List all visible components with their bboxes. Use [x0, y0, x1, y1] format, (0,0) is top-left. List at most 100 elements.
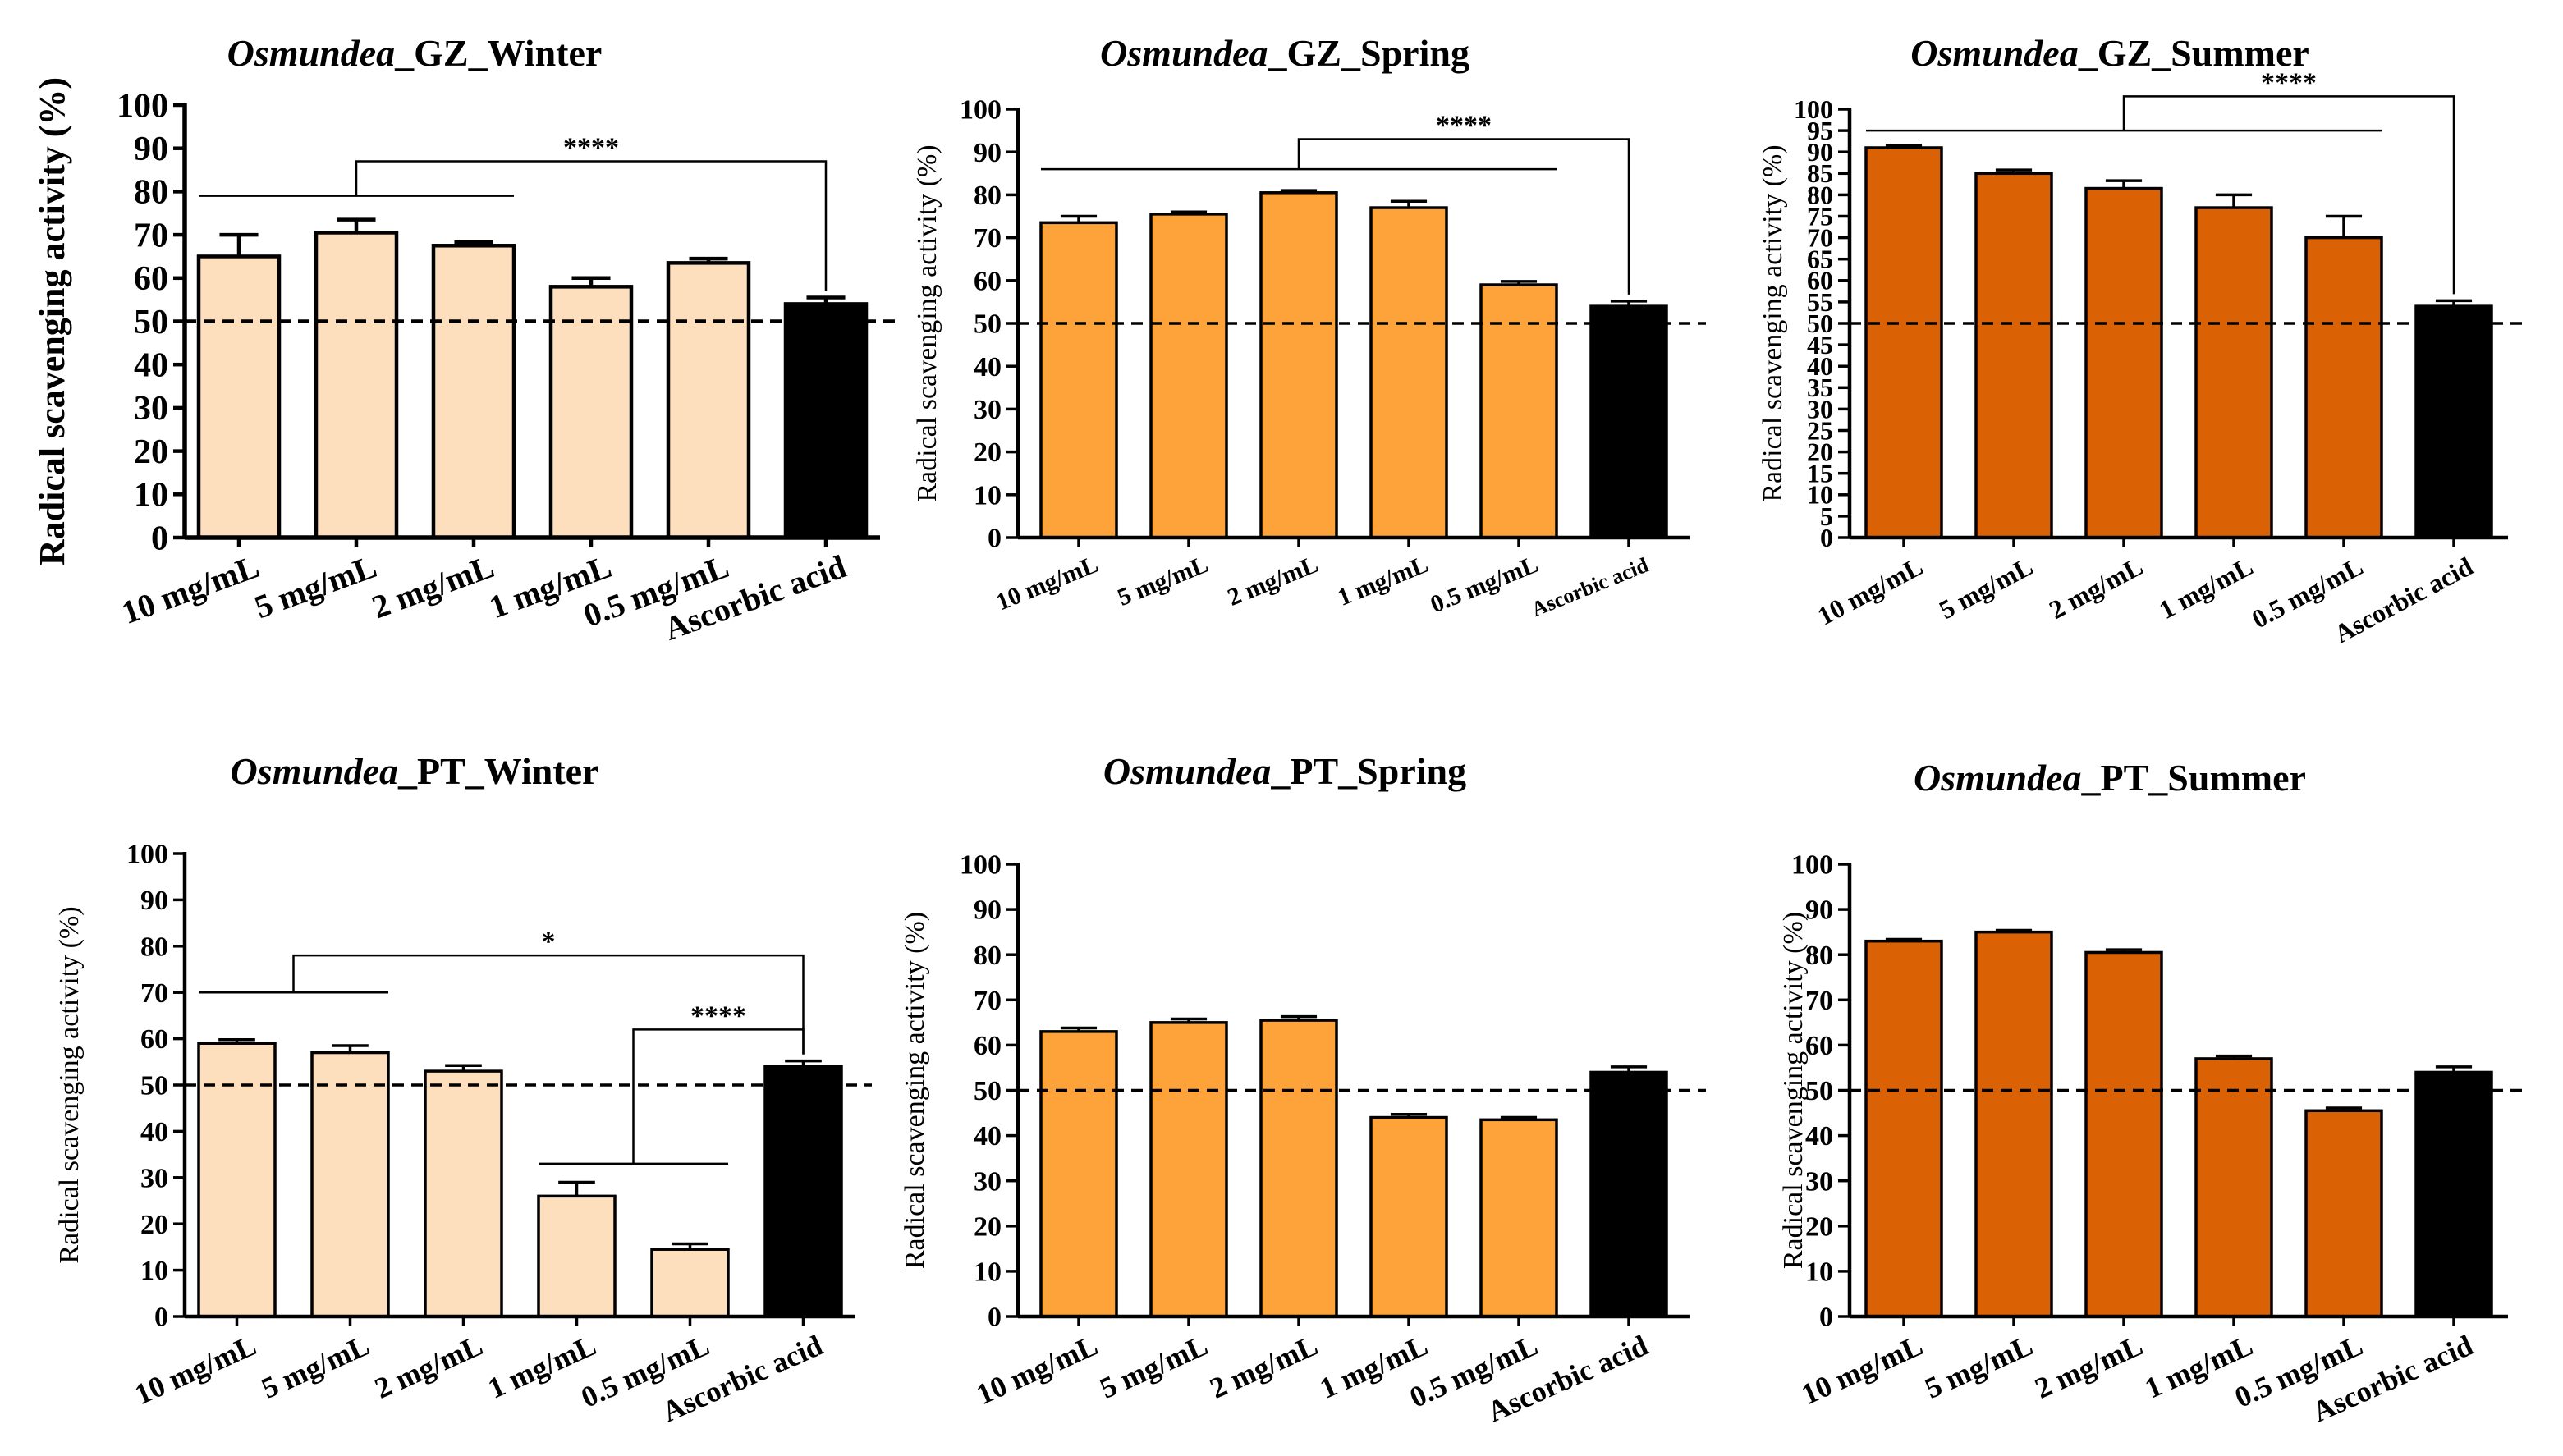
y-axis-label: Radical scavenging activity (%)	[32, 77, 72, 565]
bar-0	[196, 254, 282, 540]
y-tick-label: 0	[154, 1303, 168, 1333]
chart-title-rest: _PT_Spring	[1270, 750, 1466, 792]
y-tick-label: 40	[140, 1117, 168, 1147]
x-tick-label: 5 mg/mL	[250, 547, 382, 625]
bar-5	[1589, 1070, 1668, 1318]
y-tick-label: 50	[1805, 1076, 1833, 1106]
x-tick-label: 5 mg/mL	[1920, 1329, 2038, 1405]
sig-bracket-1	[632, 1028, 805, 1164]
y-tick-label: 50	[1807, 309, 1833, 338]
bar-0	[1039, 221, 1118, 539]
y-tick-label: 35	[1807, 373, 1833, 402]
y-tick-label: 100	[960, 95, 1002, 126]
chart-title: Osmundea_PT_Winter	[231, 750, 599, 792]
x-tick-label: 10 mg/mL	[971, 1329, 1103, 1411]
y-tick-label: 20	[974, 437, 1002, 468]
sig-label-1: ****	[690, 1000, 746, 1031]
chart-title-rest: _GZ_Spring	[1268, 32, 1469, 74]
bar-2	[2084, 950, 2163, 1318]
y-tick-label: 90	[134, 130, 168, 168]
chart-panel-gz-winter: Osmundea_GZ_Winter Radical scavenging act…	[32, 32, 896, 648]
y-tick-label: 40	[1805, 1121, 1833, 1152]
bar-2	[2084, 186, 2163, 539]
y-axis-label: Radical scavenging activity (%)	[900, 912, 930, 1269]
bar-4	[666, 261, 751, 540]
bar-1	[1974, 930, 2053, 1318]
chart-title-rest: _PT_Winter	[397, 750, 598, 792]
bar-3	[2194, 1057, 2273, 1318]
y-tick-label: 20	[134, 433, 168, 471]
y-tick-label: 0	[988, 524, 1002, 554]
chart-title-rest: _GZ_Summer	[2078, 32, 2309, 74]
y-tick-label: 20	[140, 1210, 168, 1240]
y-tick-label: 100	[117, 87, 168, 125]
chart-panel-pt-winter: Osmundea_PT_Winter Radical scavenging act…	[54, 750, 872, 1428]
chart-title: Osmundea_GZ_Summer	[1910, 32, 2309, 74]
y-tick-label: 50	[974, 309, 1002, 340]
x-tick-label: 2 mg/mL	[370, 1329, 488, 1405]
y-tick-label: 10	[1805, 1257, 1833, 1287]
y-axis-label: Radical scavenging activity (%)	[1778, 912, 1809, 1269]
bar-2	[1259, 1019, 1338, 1318]
y-tick-label: 70	[974, 986, 1002, 1016]
y-tick-label: 85	[1807, 158, 1833, 188]
chart-title: Osmundea_PT_Summer	[1914, 757, 2306, 799]
y-tick-label: 5	[1820, 501, 1833, 531]
y-tick-label: 100	[126, 840, 168, 870]
y-tick-label: 80	[140, 932, 168, 962]
y-tick-label: 50	[140, 1071, 168, 1101]
bar-3	[1369, 206, 1448, 539]
chart-title-rest: _GZ_Winter	[394, 32, 602, 74]
chart-title-italic: Osmundea	[1103, 750, 1271, 792]
y-tick-label: 20	[1805, 1211, 1833, 1242]
y-tick-label: 40	[1807, 351, 1833, 381]
y-tick-label: 100	[1791, 850, 1833, 881]
y-tick-label: 30	[1807, 394, 1833, 424]
y-tick-label: 40	[974, 1121, 1002, 1152]
y-tick-label: 20	[974, 1211, 1002, 1242]
y-tick-label: 20	[1807, 437, 1833, 466]
y-tick-label: 65	[1807, 245, 1833, 274]
y-tick-label: 0	[988, 1303, 1002, 1333]
chart-title-italic: Osmundea	[227, 32, 395, 74]
y-tick-label: 10	[974, 1257, 1002, 1287]
y-tick-label: 10	[1807, 480, 1833, 510]
y-tick-label: 40	[974, 352, 1002, 382]
chart-title-italic: Osmundea	[1100, 32, 1268, 74]
chart-title: Osmundea_GZ_Spring	[1100, 32, 1469, 74]
bar-3	[1369, 1115, 1448, 1318]
y-tick-label: 90	[140, 886, 168, 916]
y-tick-label: 60	[134, 260, 168, 298]
y-tick-label: 70	[1807, 222, 1833, 252]
y-tick-label: 75	[1807, 201, 1833, 231]
y-tick-label: 30	[134, 390, 168, 428]
bar-0	[1039, 1030, 1118, 1318]
y-tick-label: 30	[974, 1166, 1002, 1197]
bar-3	[2194, 206, 2273, 539]
sig-label-0: ****	[2261, 67, 2317, 98]
bar-4	[1479, 1118, 1558, 1318]
bar-5	[763, 1065, 843, 1318]
y-tick-label: 10	[140, 1256, 168, 1286]
x-tick-label: 10 mg/mL	[993, 551, 1103, 616]
sig-bracket-0	[355, 160, 828, 291]
x-tick-label: 2 mg/mL	[2044, 551, 2148, 625]
y-tick-label: 15	[1807, 459, 1833, 488]
bar-1	[1149, 213, 1228, 539]
bar-2	[1259, 191, 1338, 539]
bar-5	[783, 302, 869, 540]
x-tick-label: 5 mg/mL	[1114, 551, 1213, 611]
bar-1	[314, 231, 399, 540]
y-axis-label: Radical scavenging activity (%)	[912, 144, 942, 501]
y-tick-label: 40	[134, 346, 168, 384]
y-tick-label: 50	[134, 304, 168, 341]
y-tick-label: 60	[140, 1024, 168, 1055]
x-tick-label: 10 mg/mL	[1813, 551, 1928, 630]
bar-5	[2414, 304, 2493, 539]
bar-3	[537, 1194, 617, 1318]
chart-panel-pt-summer: Osmundea_PT_Summer Radical scavenging act…	[1778, 757, 2524, 1428]
y-tick-label: 100	[960, 850, 1002, 881]
y-tick-label: 90	[974, 895, 1002, 926]
bar-4	[2304, 1109, 2383, 1318]
